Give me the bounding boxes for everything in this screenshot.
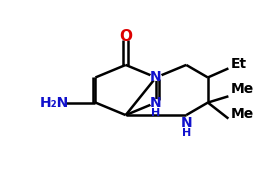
Text: N: N (150, 70, 162, 84)
Text: N: N (150, 96, 162, 110)
Circle shape (151, 100, 161, 107)
Text: Me: Me (230, 107, 254, 121)
Circle shape (151, 73, 161, 80)
Text: Me: Me (230, 82, 254, 96)
Text: H₂N: H₂N (40, 96, 69, 110)
Text: N: N (181, 116, 192, 130)
Text: H: H (182, 128, 191, 138)
Text: Et: Et (230, 56, 247, 71)
Circle shape (181, 119, 192, 126)
Text: O: O (119, 29, 132, 44)
Text: H: H (151, 108, 161, 118)
